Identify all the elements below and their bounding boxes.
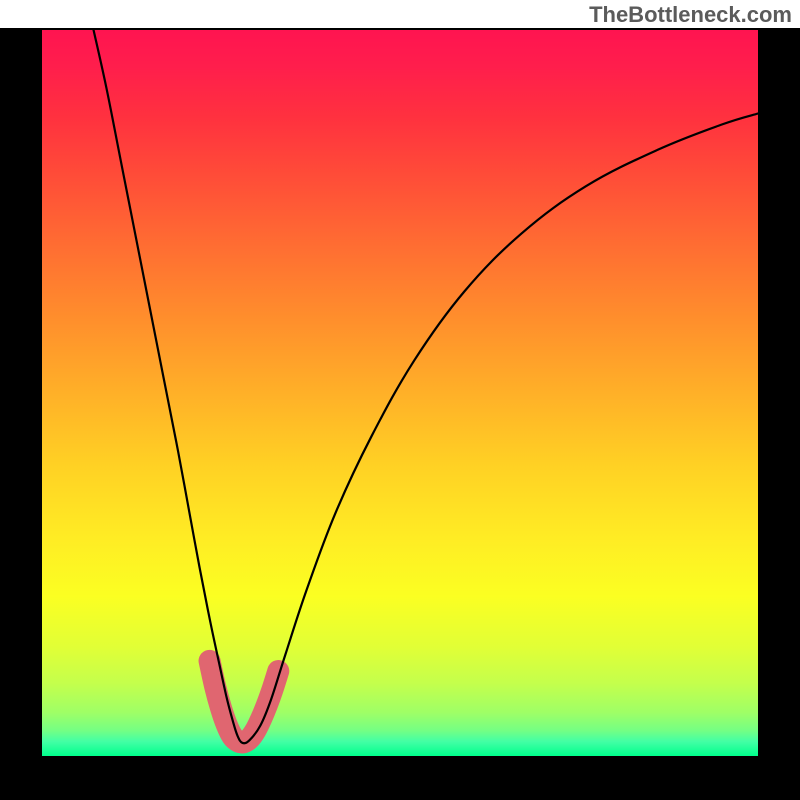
bottleneck-chart — [0, 0, 800, 800]
plot-background — [42, 30, 758, 756]
chart-container: TheBottleneck.com — [0, 0, 800, 800]
watermark-text: TheBottleneck.com — [589, 2, 792, 28]
